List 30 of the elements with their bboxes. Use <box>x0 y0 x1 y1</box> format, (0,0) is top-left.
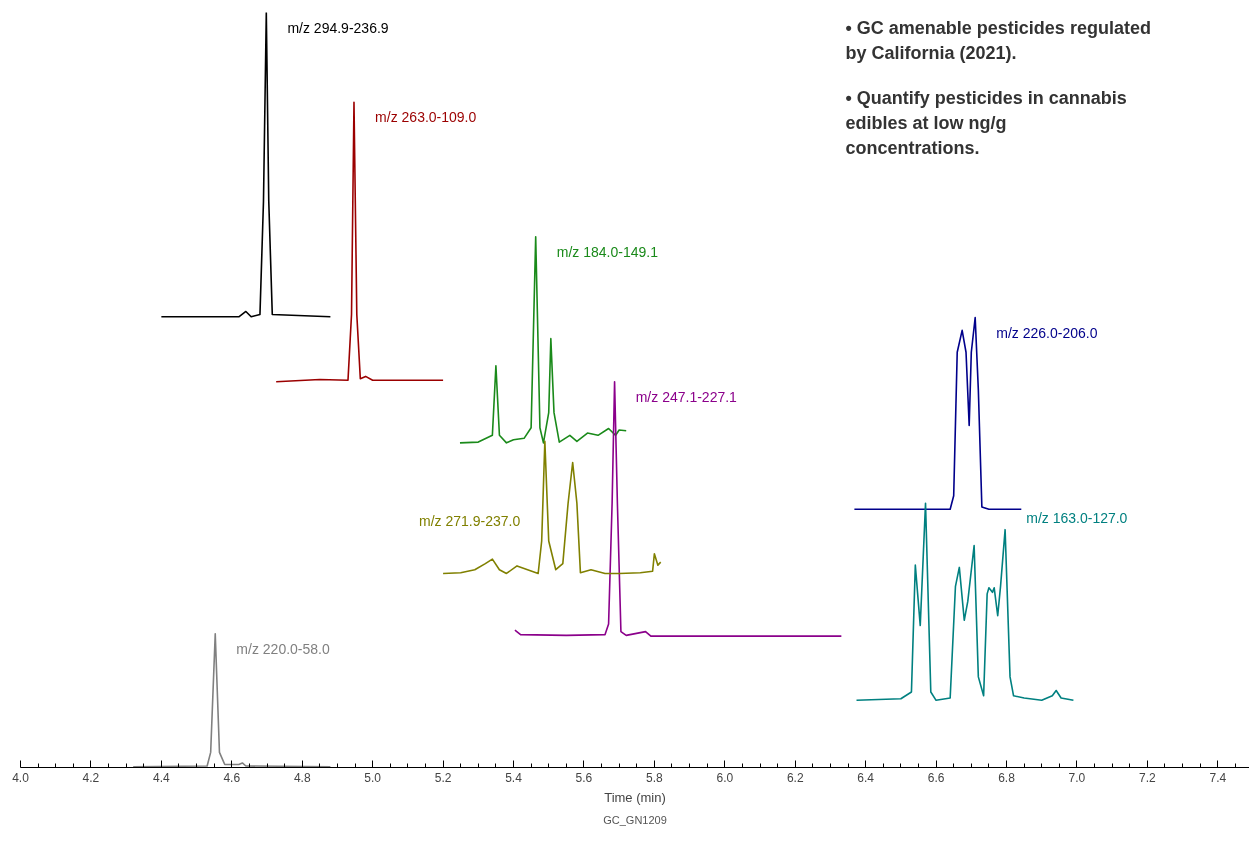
x-tick-label: 5.6 <box>575 770 593 785</box>
series-label: m/z 220.0-58.0 <box>236 640 330 657</box>
series-label: m/z 294.9-236.9 <box>287 19 389 36</box>
series-label: m/z 163.0-127.0 <box>1026 510 1128 527</box>
x-tick-label: 6.8 <box>998 770 1016 785</box>
x-tick-label: 7.2 <box>1139 770 1157 785</box>
x-tick-label: 5.8 <box>646 770 664 785</box>
x-tick-label: 4.4 <box>153 770 171 785</box>
series-label: m/z 271.9-237.0 <box>419 512 521 529</box>
x-tick-label: 5.4 <box>505 770 523 785</box>
x-tick-label: 5.0 <box>364 770 382 785</box>
x-tick-label: 4.6 <box>223 770 241 785</box>
annotation: • Quantify pesticides in cannabis edibles at low ng/g concentrations. <box>845 87 1127 158</box>
series-label: m/z 247.1-227.1 <box>635 388 738 405</box>
x-tick-label: 6.0 <box>716 770 734 785</box>
series-label: m/z 226.0-206.0 <box>996 324 1098 341</box>
x-tick-label: 6.4 <box>857 770 875 785</box>
series-label: m/z 184.0-149.1 <box>556 243 659 260</box>
series-label: m/z 263.0-109.0 <box>375 109 477 126</box>
x-axis-title: Time (min) <box>604 789 666 805</box>
x-tick-label: 6.2 <box>786 770 804 785</box>
x-tick-label: 7.4 <box>1209 770 1227 785</box>
x-tick-label: 4.2 <box>82 770 100 785</box>
x-tick-label: 4.0 <box>12 770 30 785</box>
x-tick-label: 7.0 <box>1068 770 1086 785</box>
x-tick-label: 5.2 <box>434 770 452 785</box>
x-tick-label: 6.6 <box>927 770 945 785</box>
annotation: • GC amenable pesticides regulated by California (2021). <box>845 17 1151 63</box>
text: GC_GN1209 <box>603 813 667 826</box>
x-tick-label: 4.8 <box>293 770 311 785</box>
